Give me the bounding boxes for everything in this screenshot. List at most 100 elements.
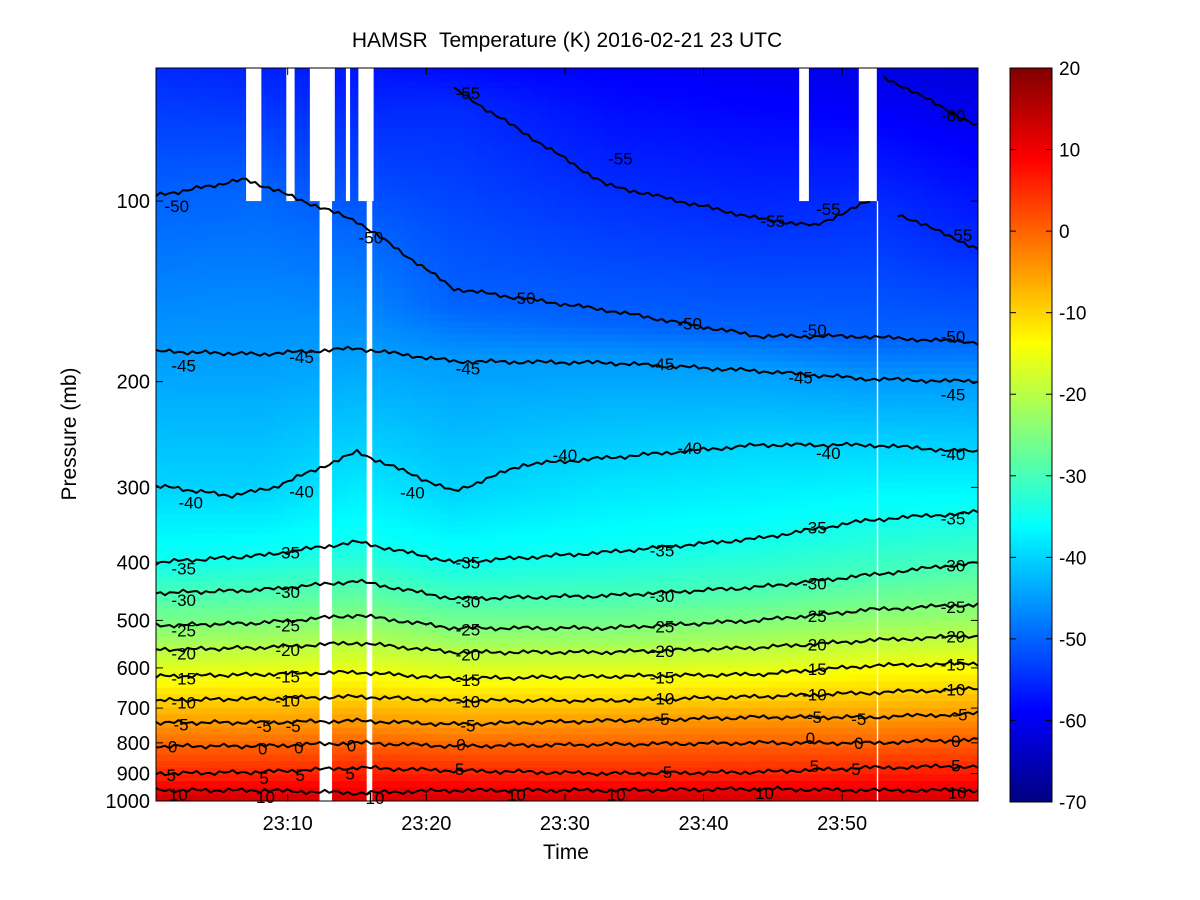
field-cell bbox=[448, 527, 458, 536]
field-cell bbox=[393, 321, 404, 329]
field-cell bbox=[302, 194, 312, 202]
field-cell bbox=[512, 121, 522, 129]
field-cell bbox=[229, 254, 239, 262]
field-cell bbox=[210, 774, 221, 782]
field-cell bbox=[484, 194, 495, 202]
field-cell bbox=[393, 747, 404, 755]
field-cell bbox=[439, 707, 449, 715]
field-cell bbox=[201, 214, 212, 222]
field-cell bbox=[174, 681, 184, 689]
field-cell bbox=[493, 287, 504, 296]
field-cell bbox=[393, 127, 404, 136]
field-cell bbox=[448, 68, 458, 76]
field-cell bbox=[156, 627, 166, 636]
field-cell bbox=[183, 727, 194, 735]
field-cell bbox=[375, 227, 385, 236]
field-cell bbox=[165, 487, 175, 496]
field-cell bbox=[439, 507, 449, 516]
field-cell bbox=[384, 467, 395, 476]
field-cell bbox=[192, 554, 203, 562]
field-cell bbox=[430, 594, 440, 602]
field-cell bbox=[448, 341, 458, 349]
field-cell bbox=[557, 554, 568, 562]
field-cell bbox=[247, 374, 258, 382]
field-cell bbox=[393, 514, 404, 522]
field-cell bbox=[347, 267, 358, 276]
field-cell bbox=[338, 68, 349, 76]
field-cell bbox=[356, 694, 367, 702]
field-cell bbox=[402, 554, 413, 562]
field-cell bbox=[384, 221, 395, 229]
field-cell bbox=[238, 241, 248, 249]
field-cell bbox=[283, 381, 294, 389]
field-cell bbox=[420, 287, 431, 296]
field-cell bbox=[430, 274, 440, 282]
field-cell bbox=[411, 521, 422, 529]
field-cell bbox=[338, 574, 349, 582]
field-cell bbox=[183, 701, 194, 709]
field-cell bbox=[247, 574, 258, 582]
field-cell bbox=[484, 681, 495, 689]
field-cell bbox=[539, 234, 550, 242]
field-cell bbox=[430, 374, 440, 382]
field-cell bbox=[165, 727, 175, 735]
field-cell bbox=[293, 747, 303, 755]
field-cell bbox=[411, 247, 422, 256]
field-cell bbox=[311, 734, 321, 742]
field-cell bbox=[411, 334, 422, 342]
field-cell bbox=[530, 361, 541, 369]
field-cell bbox=[356, 634, 367, 642]
field-cell bbox=[411, 474, 422, 482]
field-cell bbox=[448, 367, 458, 376]
field-cell bbox=[347, 287, 358, 296]
field-cell bbox=[439, 641, 449, 649]
field-cell bbox=[548, 547, 559, 556]
field-cell bbox=[356, 307, 367, 316]
field-cell bbox=[338, 621, 349, 629]
field-cell bbox=[293, 81, 303, 89]
field-cell bbox=[539, 68, 550, 76]
field-cell bbox=[274, 514, 285, 522]
field-cell bbox=[192, 501, 203, 509]
field-cell bbox=[238, 234, 248, 242]
field-cell bbox=[156, 461, 166, 469]
field-cell bbox=[201, 447, 212, 456]
field-cell bbox=[430, 527, 440, 536]
field-cell bbox=[238, 427, 248, 436]
field-cell bbox=[183, 634, 194, 642]
field-cell bbox=[165, 381, 175, 389]
field-cell bbox=[384, 241, 395, 249]
field-cell bbox=[484, 327, 495, 336]
field-cell bbox=[493, 714, 504, 722]
field-cell bbox=[420, 667, 431, 675]
field-cell bbox=[557, 627, 568, 636]
field-cell bbox=[557, 547, 568, 556]
field-cell bbox=[439, 254, 449, 262]
field-cell bbox=[402, 387, 413, 396]
field-cell bbox=[420, 81, 431, 89]
field-cell bbox=[411, 221, 422, 229]
field-cell bbox=[283, 374, 294, 382]
field-cell bbox=[201, 507, 212, 516]
field-cell bbox=[420, 574, 431, 582]
field-cell bbox=[548, 281, 559, 289]
field-cell bbox=[338, 781, 349, 789]
field-cell bbox=[420, 527, 431, 536]
field-cell bbox=[375, 507, 385, 516]
field-cell bbox=[192, 581, 203, 589]
field-cell bbox=[457, 141, 468, 149]
field-cell bbox=[311, 494, 321, 502]
field-cell bbox=[493, 427, 504, 436]
field-cell bbox=[302, 81, 312, 89]
field-cell bbox=[256, 461, 267, 469]
field-cell bbox=[430, 194, 440, 202]
field-cell bbox=[302, 174, 312, 182]
field-cell bbox=[210, 354, 221, 362]
field-cell bbox=[439, 627, 449, 636]
field-cell bbox=[165, 68, 175, 76]
field-cell bbox=[274, 227, 285, 236]
field-cell bbox=[356, 474, 367, 482]
field-cell bbox=[512, 327, 522, 336]
field-cell bbox=[420, 541, 431, 549]
field-cell bbox=[256, 654, 267, 662]
